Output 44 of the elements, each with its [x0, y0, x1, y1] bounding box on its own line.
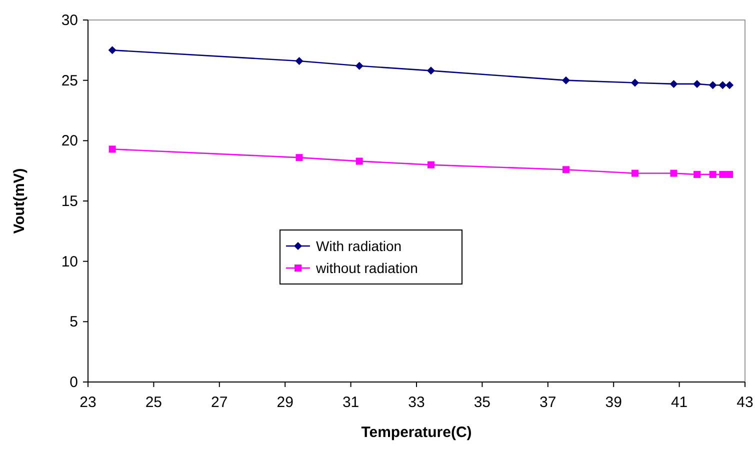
- legend-label: without radiation: [315, 260, 418, 276]
- x-tick-label: 39: [605, 394, 622, 411]
- x-tick-label: 43: [736, 394, 754, 411]
- point: [427, 161, 434, 168]
- x-tick-label: 29: [276, 394, 294, 411]
- y-axis-title: Vout(mV): [11, 168, 28, 234]
- point: [426, 66, 435, 75]
- y-tick-label: 5: [70, 314, 78, 331]
- point: [108, 146, 116, 153]
- x-tick-label: 35: [474, 394, 491, 411]
- x-tick-label: 33: [408, 394, 425, 411]
- x-axis-title: Temperature(C): [361, 424, 472, 441]
- point: [719, 170, 726, 178]
- point: [562, 76, 570, 84]
- point: [356, 158, 363, 165]
- y-tick-label: 20: [61, 132, 78, 150]
- point: [296, 154, 303, 162]
- point: [693, 80, 702, 88]
- y-tick-label: 0: [70, 374, 78, 391]
- point: [562, 166, 570, 174]
- y-tick-label: 25: [61, 72, 78, 90]
- point: [295, 57, 304, 66]
- point: [709, 170, 716, 178]
- x-tick-label: 23: [80, 394, 96, 411]
- point: [108, 46, 116, 54]
- point: [355, 62, 364, 70]
- x-tick-label: 41: [670, 394, 688, 411]
- point: [708, 81, 717, 90]
- point: [631, 170, 638, 177]
- x-tick-label: 31: [342, 394, 360, 411]
- legend-label: With radiation: [316, 238, 402, 254]
- point: [694, 170, 701, 178]
- point: [718, 81, 727, 90]
- point: [630, 78, 639, 87]
- point: [726, 170, 734, 178]
- x-tick-label: 25: [145, 394, 162, 411]
- y-tick-label: 30: [61, 12, 78, 29]
- x-tick-label: 37: [540, 394, 556, 411]
- y-tick-label: 10: [61, 253, 78, 270]
- point: [670, 170, 678, 177]
- point: [670, 80, 678, 88]
- y-tick-label: 15: [61, 193, 78, 210]
- x-tick-label: 27: [211, 394, 228, 411]
- point: [726, 81, 734, 90]
